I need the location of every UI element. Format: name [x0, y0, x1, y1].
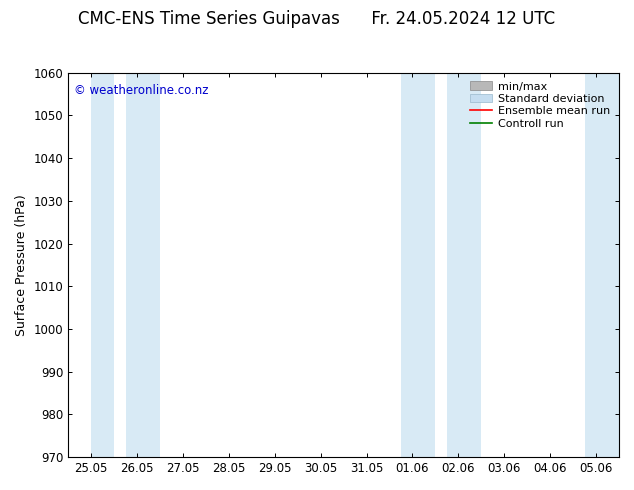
- Text: CMC-ENS Time Series Guipavas      Fr. 24.05.2024 12 UTC: CMC-ENS Time Series Guipavas Fr. 24.05.2…: [79, 10, 555, 28]
- Bar: [126, 73, 160, 457]
- Text: © weatheronline.co.nz: © weatheronline.co.nz: [74, 84, 208, 97]
- Bar: [447, 73, 481, 457]
- Bar: [91, 73, 114, 457]
- Y-axis label: Surface Pressure (hPa): Surface Pressure (hPa): [15, 194, 28, 336]
- Legend: min/max, Standard deviation, Ensemble mean run, Controll run: min/max, Standard deviation, Ensemble me…: [467, 78, 614, 132]
- Bar: [401, 73, 436, 457]
- Bar: [585, 73, 619, 457]
